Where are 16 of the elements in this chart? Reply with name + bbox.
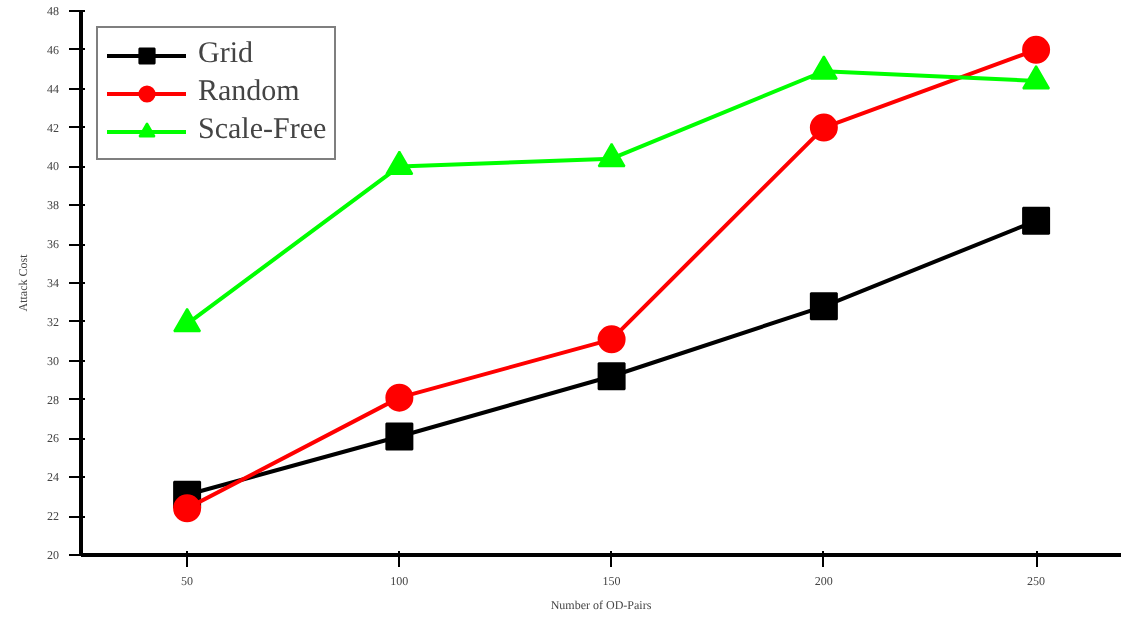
point — [809, 113, 838, 142]
point — [173, 494, 202, 523]
point — [597, 142, 626, 168]
legend-label: Scale-Free — [198, 114, 327, 148]
point — [385, 422, 414, 451]
point — [173, 307, 202, 333]
point — [809, 55, 838, 80]
point — [597, 362, 626, 391]
point — [1022, 206, 1051, 235]
point — [385, 383, 414, 412]
legend-label: Grid — [198, 38, 253, 72]
point — [597, 325, 626, 354]
point — [385, 150, 414, 175]
point — [1022, 64, 1051, 90]
point — [809, 292, 838, 321]
legend-label: Random — [198, 76, 300, 110]
